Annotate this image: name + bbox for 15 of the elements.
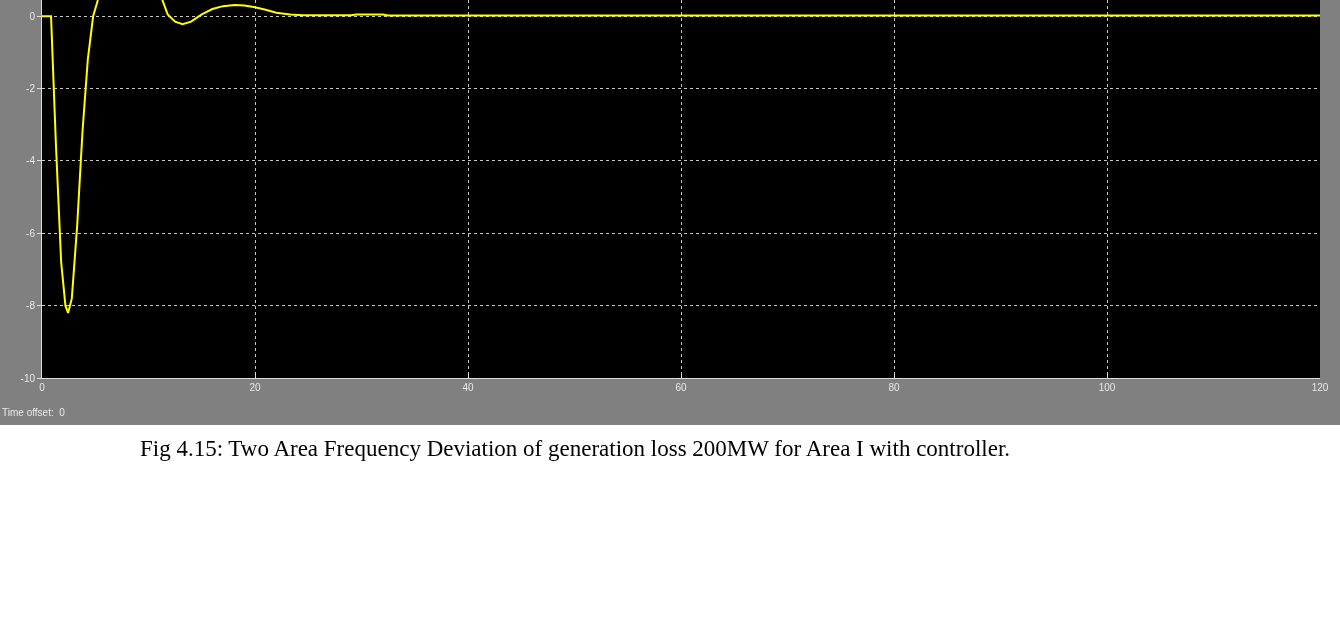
y-tick-label: -4 <box>26 155 36 167</box>
x-tick-label: 80 <box>888 382 900 393</box>
x-tick-label: 20 <box>249 382 261 393</box>
y-tick-label: 0 <box>29 10 36 22</box>
y-tick-label: -6 <box>26 227 36 239</box>
x-tick-label: 120 <box>1311 382 1329 393</box>
text: Time offset: 0 <box>2 407 66 418</box>
x-tick-label: 0 <box>39 382 46 393</box>
x-tick-label: 60 <box>675 382 687 393</box>
caption: Fig 4.15: Two Area Frequency Deviation of generation loss 200MW for Area I with controller. <box>138 435 1012 463</box>
x-tick-label: 40 <box>462 382 474 393</box>
y-tick-label: -10 <box>20 372 36 384</box>
y-tick-label: -2 <box>26 83 36 95</box>
x-tick-label: 100 <box>1098 382 1116 393</box>
y-tick-label: -8 <box>26 300 36 312</box>
